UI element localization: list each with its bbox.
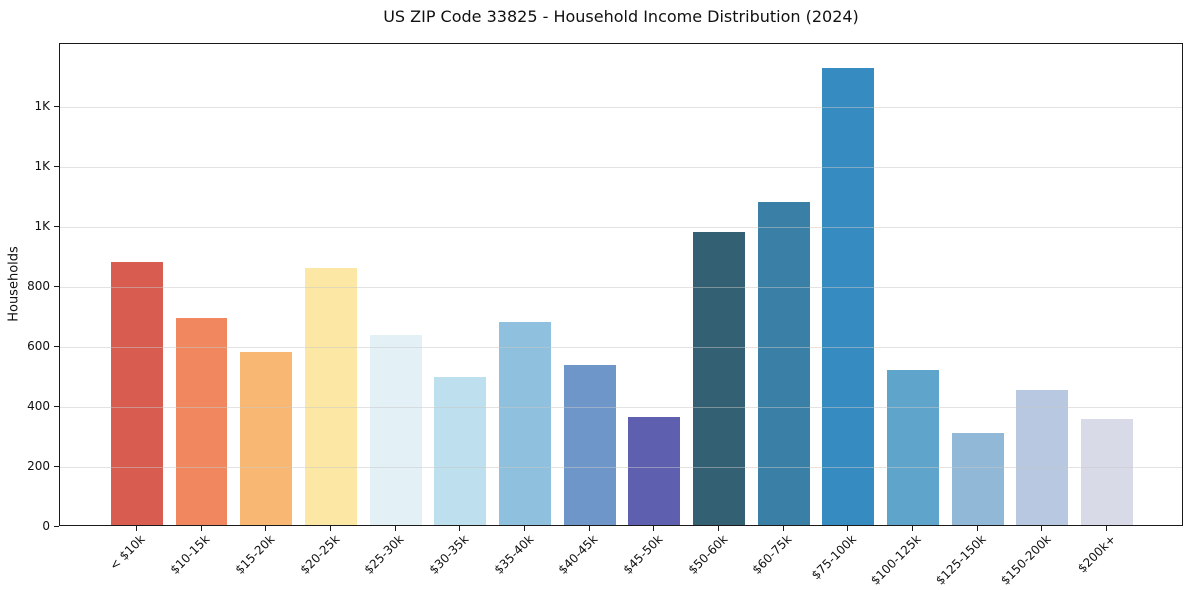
y-tick-mark xyxy=(54,406,59,407)
y-tick-mark xyxy=(54,166,59,167)
bar xyxy=(1016,390,1069,525)
y-tick-mark xyxy=(54,346,59,347)
bar xyxy=(111,261,163,525)
bar xyxy=(175,318,228,525)
gridline xyxy=(60,467,1182,468)
x-tick-label: $30-35k xyxy=(426,532,472,577)
x-tick-mark xyxy=(200,526,202,531)
x-tick-mark xyxy=(782,526,784,531)
y-tick-mark xyxy=(54,106,59,107)
bar xyxy=(1081,418,1133,525)
bar xyxy=(693,232,745,525)
x-tick-mark xyxy=(847,526,849,531)
y-tick-label: 400 xyxy=(27,399,50,413)
x-tick-label: $25-30k xyxy=(361,532,407,577)
y-tick-mark xyxy=(54,466,59,467)
gridline xyxy=(60,347,1182,348)
y-tick-label: 1K xyxy=(34,219,50,233)
x-tick-label: $150-200k xyxy=(997,532,1054,588)
x-tick-label: $10-15k xyxy=(167,532,213,577)
y-tick-label: 1K xyxy=(34,99,50,113)
x-tick-mark xyxy=(718,526,719,531)
x-tick-label: $75-100k xyxy=(808,532,860,583)
x-tick-mark xyxy=(588,526,590,531)
x-tick-label: < $10k xyxy=(107,532,148,573)
x-tick-label: $125-150k xyxy=(932,532,989,588)
gridline xyxy=(60,107,1182,108)
x-tick-mark xyxy=(1106,526,1108,531)
x-tick-label: $60-75k xyxy=(749,532,795,577)
x-tick-label: $15-20k xyxy=(232,532,278,577)
bar xyxy=(434,377,487,525)
bar xyxy=(951,433,1004,525)
x-tick-label: $20-25k xyxy=(297,532,342,577)
x-tick-label: $50-60k xyxy=(685,532,730,577)
x-tick-mark xyxy=(265,526,267,531)
bar xyxy=(628,417,681,525)
x-tick-label: $40-45k xyxy=(555,532,601,577)
gridline xyxy=(60,407,1182,408)
y-tick-label: 0 xyxy=(42,519,50,533)
y-tick-mark xyxy=(54,286,59,287)
x-tick-mark xyxy=(329,526,331,531)
x-tick-mark xyxy=(459,526,461,531)
x-tick-mark xyxy=(653,526,655,531)
x-tick-mark xyxy=(523,526,525,531)
x-tick-label: $200k+ xyxy=(1074,532,1118,576)
bar xyxy=(305,268,357,525)
chart-title: US ZIP Code 33825 - Household Income Dis… xyxy=(383,7,859,26)
bar xyxy=(499,322,551,525)
x-tick-mark xyxy=(394,526,396,531)
x-tick-label: $100-125k xyxy=(868,532,924,588)
bar xyxy=(563,365,616,525)
y-tick-label: 200 xyxy=(27,459,50,473)
bar xyxy=(757,201,810,525)
y-tick-label: 800 xyxy=(27,279,50,293)
bar xyxy=(240,352,293,525)
gridline xyxy=(60,287,1182,288)
x-tick-label: $45-50k xyxy=(620,532,666,577)
bar xyxy=(822,67,875,525)
gridline xyxy=(60,167,1182,168)
x-tick-label: $35-40k xyxy=(491,532,536,577)
y-tick-mark xyxy=(54,226,59,227)
y-tick-label: 600 xyxy=(27,339,50,353)
gridline xyxy=(60,227,1182,228)
x-tick-mark xyxy=(976,526,978,531)
x-tick-mark xyxy=(912,526,914,531)
plot-area xyxy=(59,43,1183,526)
x-tick-mark xyxy=(1041,526,1043,531)
bar xyxy=(369,334,422,525)
x-tick-mark xyxy=(135,526,137,531)
y-tick-mark xyxy=(54,526,59,527)
bar xyxy=(887,369,939,525)
y-tick-label: 1K xyxy=(34,159,50,173)
